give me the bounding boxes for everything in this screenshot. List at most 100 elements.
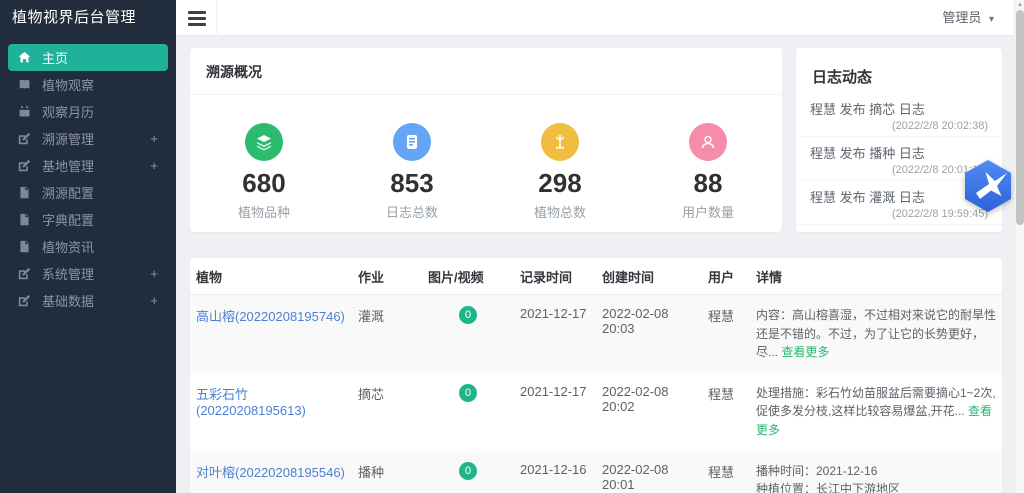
user-icon — [689, 123, 727, 161]
sidebar: 主页 植物观察 观察月历 溯源管理 + 基地管理 + 溯源配置 字典配置 — [0, 36, 176, 493]
sidebar-item-plant-news[interactable]: 植物资讯 — [8, 233, 168, 260]
stat-user-count: 88 用户数量 — [634, 123, 782, 221]
table-row: 对叶榕(20220208195546) 播种 0 2021-12-16 2022… — [190, 450, 1002, 493]
sidebar-item-label: 字典配置 — [42, 213, 95, 228]
expand-plus-icon: + — [150, 266, 158, 281]
sidebar-item-system-manage[interactable]: 系统管理 + — [8, 260, 168, 287]
expand-plus-icon: + — [150, 131, 158, 146]
sidebar-item-label: 基础数据 — [42, 294, 95, 309]
file-icon — [18, 186, 32, 200]
created-time-cell: 2022-02-08 20:03 — [596, 294, 702, 373]
overview-card: 溯源概况 680 植物品种 853 日志总数 — [190, 48, 782, 232]
col-header-job: 作业 — [352, 258, 422, 295]
main-content: 溯源概况 680 植物品种 853 日志总数 — [176, 36, 1024, 493]
sidebar-item-plant-observe[interactable]: 植物观察 — [8, 71, 168, 98]
record-time-cell: 2021-12-17 — [520, 383, 587, 399]
media-count-badge: 0 — [459, 461, 477, 480]
floating-plugin-widget[interactable] — [962, 158, 1014, 214]
sidebar-item-dict-config[interactable]: 字典配置 — [8, 206, 168, 233]
sidebar-item-label: 观察月历 — [42, 105, 95, 120]
log-activity-card: 日志动态 程慧 发布 摘芯 日志 (2022/2/8 20:02:38) 程慧 … — [796, 48, 1002, 232]
records-table: 植物 作业 图片/视频 记录时间 创建时间 用户 详情 高山榕(20220208… — [190, 258, 1002, 493]
bird-hexagon-icon — [965, 160, 1011, 212]
sidebar-item-observe-calendar[interactable]: 观察月历 — [8, 98, 168, 125]
edit-icon — [18, 294, 32, 308]
stat-plant-total: 298 植物总数 — [486, 123, 634, 221]
col-header-plant: 植物 — [190, 258, 352, 295]
user-dropdown[interactable]: 管理员 ▾ — [942, 0, 994, 36]
document-icon — [393, 123, 431, 161]
user-cell: 程慧 — [702, 450, 750, 493]
log-entry: 程慧 发布 播种 日志 (2022/2/8 19:54:31) — [796, 225, 1002, 232]
record-time-cell: 2021-12-16 — [514, 450, 596, 493]
app-title: 植物视界后台管理 — [0, 0, 176, 36]
user-cell: 程慧 — [702, 294, 750, 373]
view-more-link[interactable]: 查看更多 — [781, 345, 830, 360]
stat-label: 植物品种 — [237, 204, 290, 220]
scrollbar-thumb[interactable] — [1016, 10, 1024, 225]
created-time-cell: 2022-02-08 20:02 — [602, 383, 669, 414]
table-row: 高山榕(20220208195746) 灌溉 0 2021-12-17 2022… — [190, 294, 1002, 373]
stats-row: 680 植物品种 853 日志总数 298 植物总数 — [190, 95, 782, 221]
col-header-detail: 详情 — [750, 258, 1002, 295]
sidebar-item-label: 基地管理 — [42, 159, 95, 174]
edit-icon — [18, 267, 32, 281]
sidebar-item-basic-data[interactable]: 基础数据 + — [8, 287, 168, 314]
log-entry-time: (2022/2/8 20:02:38) — [891, 120, 988, 132]
log-card-title: 日志动态 — [812, 69, 873, 86]
job-cell: 灌溉 — [352, 294, 422, 373]
stat-label: 植物总数 — [533, 204, 586, 220]
log-entry-time: (2022/2/8 20:01:14) — [891, 164, 988, 176]
sidebar-item-label: 溯源管理 — [42, 132, 95, 147]
hamburger-menu-icon[interactable] — [188, 8, 206, 28]
log-entry: 程慧 发布 灌溉 日志 (2022/2/8 19:59:45) — [796, 181, 1002, 225]
detail-text-line1: 播种时间：2021-12-16 — [756, 463, 878, 478]
plant-icon — [541, 123, 579, 161]
sidebar-item-trace-config[interactable]: 溯源配置 — [8, 179, 168, 206]
plant-link[interactable]: 对叶榕(20220208195546) — [196, 464, 345, 480]
detail-text: 内容：高山榕喜湿，不过相对来说它的耐旱性还是不错的。不过，为了让它的长势更好，尽… — [756, 308, 997, 360]
scrollbar-up-arrow[interactable]: ▲ — [1017, 2, 1023, 8]
sidebar-item-label: 植物资讯 — [42, 240, 95, 255]
log-entry-text: 程慧 发布 播种 日志 — [810, 146, 925, 161]
page-scrollbar[interactable]: ▲ — [1014, 0, 1024, 493]
sidebar-item-home[interactable]: 主页 — [8, 44, 168, 71]
topbar-divider — [216, 0, 217, 36]
log-entry-text: 程慧 发布 摘芯 日志 — [810, 102, 925, 117]
book-icon — [18, 78, 32, 92]
media-count-badge: 0 — [459, 306, 477, 324]
stat-value: 88 — [693, 168, 723, 198]
col-header-created: 创建时间 — [596, 258, 702, 295]
file-icon — [18, 213, 32, 227]
table-header-row: 植物 作业 图片/视频 记录时间 创建时间 用户 详情 — [190, 258, 1002, 295]
view-more-link[interactable]: 查看更多 — [756, 404, 993, 437]
detail-cell: 处理措施：彩石竹幼苗服盆后需要摘心1~2次,促使多发分枝,这样比较容易爆盆,开花… — [750, 373, 1002, 451]
expand-plus-icon: + — [150, 293, 158, 308]
col-header-media: 图片/视频 — [422, 258, 514, 295]
plant-link[interactable]: 五彩石竹(20220208195613) — [196, 386, 306, 418]
overview-card-title: 溯源概况 — [190, 48, 782, 95]
sidebar-item-trace-manage[interactable]: 溯源管理 + — [8, 125, 168, 152]
log-entry-time: (2022/2/8 19:59:45) — [891, 208, 988, 220]
plant-link[interactable]: 高山榕(20220208195746) — [196, 309, 345, 324]
detail-cell: 播种时间：2021-12-16 种植位置：长江中下游地区 — [750, 450, 1002, 493]
created-time-cell: 2022-02-08 20:01 — [596, 450, 702, 493]
records-table-card: 植物 作业 图片/视频 记录时间 创建时间 用户 详情 高山榕(20220208… — [190, 258, 1002, 493]
home-icon — [18, 51, 32, 65]
topbar: 植物视界后台管理 管理员 ▾ — [0, 0, 1024, 36]
stat-plant-varieties: 680 植物品种 — [190, 123, 338, 221]
stat-value: 853 — [390, 168, 434, 198]
job-cell: 播种 — [352, 450, 422, 493]
table-row: 五彩石竹(20220208195613) 摘芯 0 2021-12-17 202… — [190, 373, 1002, 451]
detail-text-line2: 种植位置：长江中下游地区 — [756, 482, 901, 493]
user-name: 管理员 — [942, 10, 982, 25]
col-header-record: 记录时间 — [514, 258, 596, 295]
stat-label: 用户数量 — [681, 204, 734, 220]
file-icon — [18, 240, 32, 254]
record-time-cell: 2021-12-17 — [514, 294, 596, 373]
log-entry-text: 程慧 发布 灌溉 日志 — [810, 190, 925, 205]
job-cell: 摘芯 — [358, 386, 385, 402]
sidebar-item-base-manage[interactable]: 基地管理 + — [8, 152, 168, 179]
log-entry: 程慧 发布 播种 日志 (2022/2/8 20:01:14) — [796, 137, 1002, 181]
sidebar-item-label: 主页 — [42, 51, 69, 66]
